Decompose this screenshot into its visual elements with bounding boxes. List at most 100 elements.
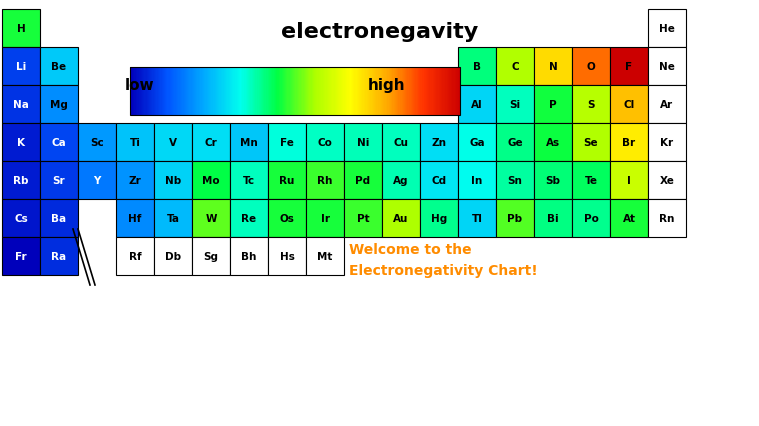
Text: K: K: [17, 138, 25, 148]
Text: Ru: Ru: [279, 176, 294, 186]
Text: Fe: Fe: [280, 138, 294, 148]
Bar: [274, 68, 276, 116]
Bar: [165, 68, 167, 116]
Bar: [458, 199, 496, 237]
Bar: [305, 68, 307, 116]
Bar: [345, 68, 346, 116]
Bar: [192, 199, 230, 237]
Bar: [254, 68, 255, 116]
Text: Cu: Cu: [393, 138, 408, 148]
Bar: [648, 199, 686, 237]
Bar: [411, 68, 412, 116]
Bar: [572, 199, 610, 237]
Bar: [228, 68, 229, 116]
Bar: [2, 48, 40, 86]
Bar: [344, 124, 382, 161]
Bar: [2, 86, 40, 124]
Bar: [257, 68, 260, 116]
Bar: [315, 68, 317, 116]
Bar: [154, 161, 192, 199]
Text: electronegavity: electronegavity: [282, 22, 479, 42]
Bar: [285, 68, 287, 116]
Bar: [347, 68, 348, 116]
Bar: [268, 199, 306, 237]
Bar: [227, 68, 228, 116]
Bar: [419, 68, 421, 116]
Bar: [572, 48, 610, 86]
Bar: [455, 68, 456, 116]
Bar: [200, 68, 201, 116]
Bar: [458, 86, 496, 124]
Bar: [381, 68, 383, 116]
Text: H: H: [17, 24, 25, 34]
Bar: [247, 68, 249, 116]
Text: He: He: [659, 24, 675, 34]
Bar: [263, 68, 265, 116]
Bar: [2, 237, 40, 275]
Bar: [298, 68, 299, 116]
Bar: [496, 124, 534, 161]
Text: Be: Be: [52, 62, 67, 72]
Bar: [401, 68, 402, 116]
Text: Zn: Zn: [432, 138, 446, 148]
Bar: [338, 68, 339, 116]
Bar: [355, 68, 357, 116]
Bar: [289, 68, 291, 116]
Bar: [405, 68, 407, 116]
Bar: [276, 68, 277, 116]
Bar: [386, 68, 387, 116]
Text: Te: Te: [584, 176, 597, 186]
Bar: [218, 68, 219, 116]
Bar: [335, 68, 336, 116]
Bar: [303, 68, 304, 116]
Text: Y: Y: [93, 176, 101, 186]
Bar: [223, 68, 225, 116]
Bar: [171, 68, 172, 116]
Bar: [457, 68, 458, 116]
Text: As: As: [546, 138, 560, 148]
Bar: [293, 68, 294, 116]
Bar: [610, 161, 648, 199]
Bar: [403, 68, 405, 116]
Bar: [269, 68, 270, 116]
Bar: [235, 68, 236, 116]
Bar: [250, 68, 251, 116]
Bar: [433, 68, 434, 116]
Bar: [451, 68, 453, 116]
Bar: [156, 68, 158, 116]
Bar: [353, 68, 355, 116]
Bar: [426, 68, 427, 116]
Text: Sc: Sc: [90, 138, 104, 148]
Bar: [159, 68, 160, 116]
Bar: [377, 68, 379, 116]
Bar: [399, 68, 401, 116]
Bar: [190, 68, 191, 116]
Bar: [137, 68, 140, 116]
Text: Se: Se: [584, 138, 598, 148]
Bar: [384, 68, 386, 116]
Bar: [323, 68, 325, 116]
Bar: [430, 68, 432, 116]
Bar: [339, 68, 341, 116]
Bar: [408, 68, 410, 116]
Bar: [402, 68, 403, 116]
Bar: [239, 68, 241, 116]
Bar: [447, 68, 449, 116]
Bar: [116, 124, 154, 161]
Text: Mn: Mn: [240, 138, 258, 148]
Bar: [188, 68, 190, 116]
Bar: [301, 68, 302, 116]
Bar: [156, 68, 157, 116]
Bar: [382, 68, 383, 116]
Bar: [154, 68, 156, 116]
Bar: [40, 161, 78, 199]
Text: B: B: [473, 62, 481, 72]
Bar: [299, 68, 301, 116]
Bar: [261, 68, 263, 116]
Bar: [40, 124, 78, 161]
Bar: [389, 68, 391, 116]
Bar: [380, 68, 381, 116]
Bar: [268, 161, 306, 199]
Bar: [251, 68, 253, 116]
Bar: [452, 68, 454, 116]
